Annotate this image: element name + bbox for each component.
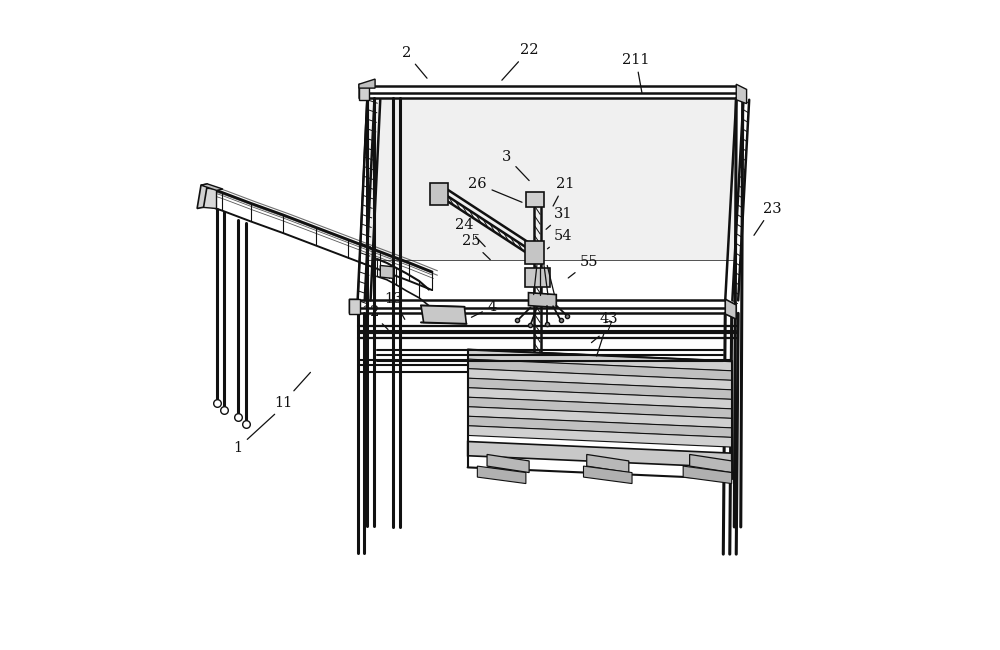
Text: 22: 22 [502,43,538,80]
Polygon shape [367,98,736,260]
Text: 12: 12 [361,305,388,330]
Text: 3: 3 [502,150,529,181]
Text: 31: 31 [546,207,573,229]
Text: 21: 21 [553,177,574,206]
Text: 4: 4 [471,300,497,317]
Text: 1: 1 [233,414,275,455]
Polygon shape [359,84,369,99]
Polygon shape [349,299,360,314]
Polygon shape [468,350,732,371]
Polygon shape [380,265,393,278]
Text: 25: 25 [462,234,490,259]
Polygon shape [587,454,629,473]
Polygon shape [468,407,732,428]
Text: 7: 7 [591,321,613,343]
Polygon shape [583,466,632,484]
Polygon shape [477,466,526,484]
Text: 43: 43 [597,311,618,356]
Polygon shape [725,299,736,319]
Polygon shape [468,350,732,361]
Text: 24: 24 [455,218,485,246]
Polygon shape [468,387,732,409]
Polygon shape [468,369,732,390]
Polygon shape [468,378,732,400]
Text: 54: 54 [547,229,573,249]
Text: 2: 2 [402,46,427,78]
Polygon shape [736,84,747,103]
Polygon shape [421,306,466,324]
Polygon shape [468,397,732,419]
Polygon shape [468,426,732,447]
Polygon shape [690,454,732,473]
Polygon shape [468,359,732,380]
Polygon shape [525,241,544,263]
Text: 211: 211 [622,53,650,92]
Polygon shape [468,441,732,467]
Polygon shape [528,292,556,307]
Polygon shape [430,183,448,205]
Polygon shape [487,454,529,473]
Polygon shape [526,192,544,207]
Polygon shape [201,188,217,209]
Text: 13: 13 [384,292,405,319]
Text: 26: 26 [468,177,522,202]
Polygon shape [201,184,223,190]
Text: 23: 23 [754,202,781,235]
Text: 11: 11 [274,372,310,410]
Polygon shape [359,79,375,88]
Polygon shape [683,466,732,484]
Text: 55: 55 [568,255,599,278]
Polygon shape [525,268,550,287]
Polygon shape [349,84,367,313]
Polygon shape [197,184,207,209]
Polygon shape [468,416,732,437]
